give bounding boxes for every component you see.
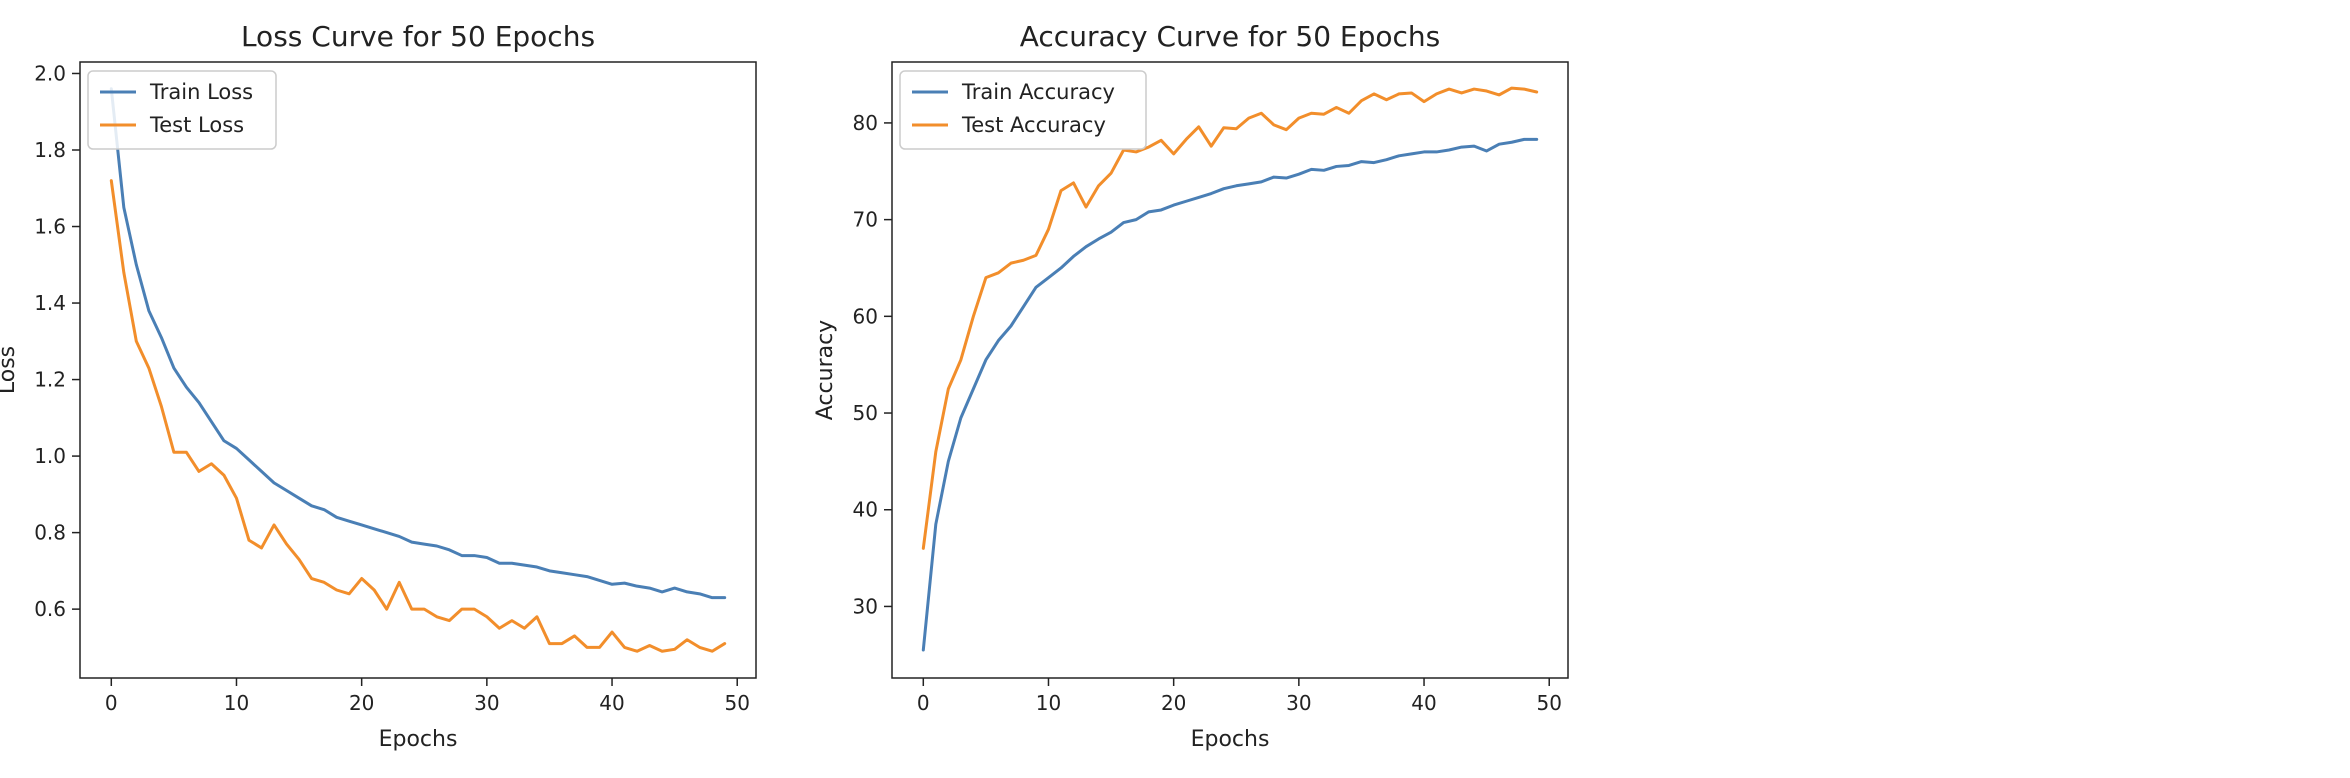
loss-legend-label-test: Test Loss <box>149 113 244 137</box>
accuracy-y-tick-label: 30 <box>853 594 878 618</box>
loss-plot-frame <box>79 61 757 679</box>
accuracy-y-tick-label: 70 <box>853 208 878 232</box>
loss-series-train-line <box>109 87 727 600</box>
loss-x-tick-label: 20 <box>349 691 374 715</box>
loss-y-tick-label: 1.0 <box>34 444 66 468</box>
loss-y-tick-label: 2.0 <box>34 61 66 85</box>
loss-x-axis-label: Epochs <box>379 727 458 752</box>
loss-x-tick-label: 50 <box>724 691 749 715</box>
accuracy-y-tick-label: 80 <box>853 111 878 135</box>
loss-y-tick-label: 1.4 <box>34 291 66 315</box>
accuracy-plot-frame <box>891 61 1569 679</box>
accuracy-x-tick-label: 50 <box>1536 691 1561 715</box>
accuracy-y-axis-label: Accuracy <box>813 320 838 420</box>
loss-x-tick-label: 30 <box>474 691 499 715</box>
accuracy-chart-title: Accuracy Curve for 50 Epochs <box>1020 20 1441 53</box>
loss-legend: Train Loss Test Loss <box>87 70 277 150</box>
loss-chart: Loss Curve for 50 Epochs 0 10 20 30 40 50 0.6 0.… <box>0 20 757 752</box>
loss-y-axis-label: Loss <box>0 346 20 394</box>
accuracy-series-test-line <box>921 86 1539 550</box>
accuracy-x-tick-label: 10 <box>1036 691 1061 715</box>
loss-x-tick-label: 10 <box>224 691 249 715</box>
accuracy-chart: Accuracy Curve for 50 Epochs 0 10 20 30 40 50 3… <box>813 20 1569 752</box>
loss-legend-label-train: Train Loss <box>149 80 253 104</box>
accuracy-legend-label-test: Test Accuracy <box>961 113 1106 137</box>
loss-y-tick-label: 1.2 <box>34 368 66 392</box>
accuracy-x-tick-label: 30 <box>1286 691 1311 715</box>
accuracy-x-tick-label: 0 <box>917 691 930 715</box>
accuracy-x-axis-label: Epochs <box>1191 727 1270 752</box>
loss-y-tick-label: 0.8 <box>34 521 66 545</box>
accuracy-y-tick-label: 40 <box>853 498 878 522</box>
accuracy-legend-label-train: Train Accuracy <box>961 80 1115 104</box>
accuracy-legend: Train Accuracy Test Accuracy <box>899 70 1147 150</box>
loss-x-tick-label: 0 <box>105 691 118 715</box>
loss-y-tick-label: 0.6 <box>34 597 66 621</box>
accuracy-x-tick-label: 20 <box>1161 691 1186 715</box>
accuracy-x-tick-label: 40 <box>1411 691 1436 715</box>
loss-chart-title: Loss Curve for 50 Epochs <box>241 20 595 53</box>
accuracy-series-train-line <box>921 137 1539 652</box>
loss-y-tick-label: 1.6 <box>34 215 66 239</box>
loss-series-test-line <box>109 179 727 653</box>
loss-y-tick-label: 1.8 <box>34 138 66 162</box>
accuracy-y-tick-label: 50 <box>853 401 878 425</box>
accuracy-y-tick-label: 60 <box>853 304 878 328</box>
loss-x-tick-label: 40 <box>599 691 624 715</box>
accuracy-legend-box <box>899 70 1147 150</box>
